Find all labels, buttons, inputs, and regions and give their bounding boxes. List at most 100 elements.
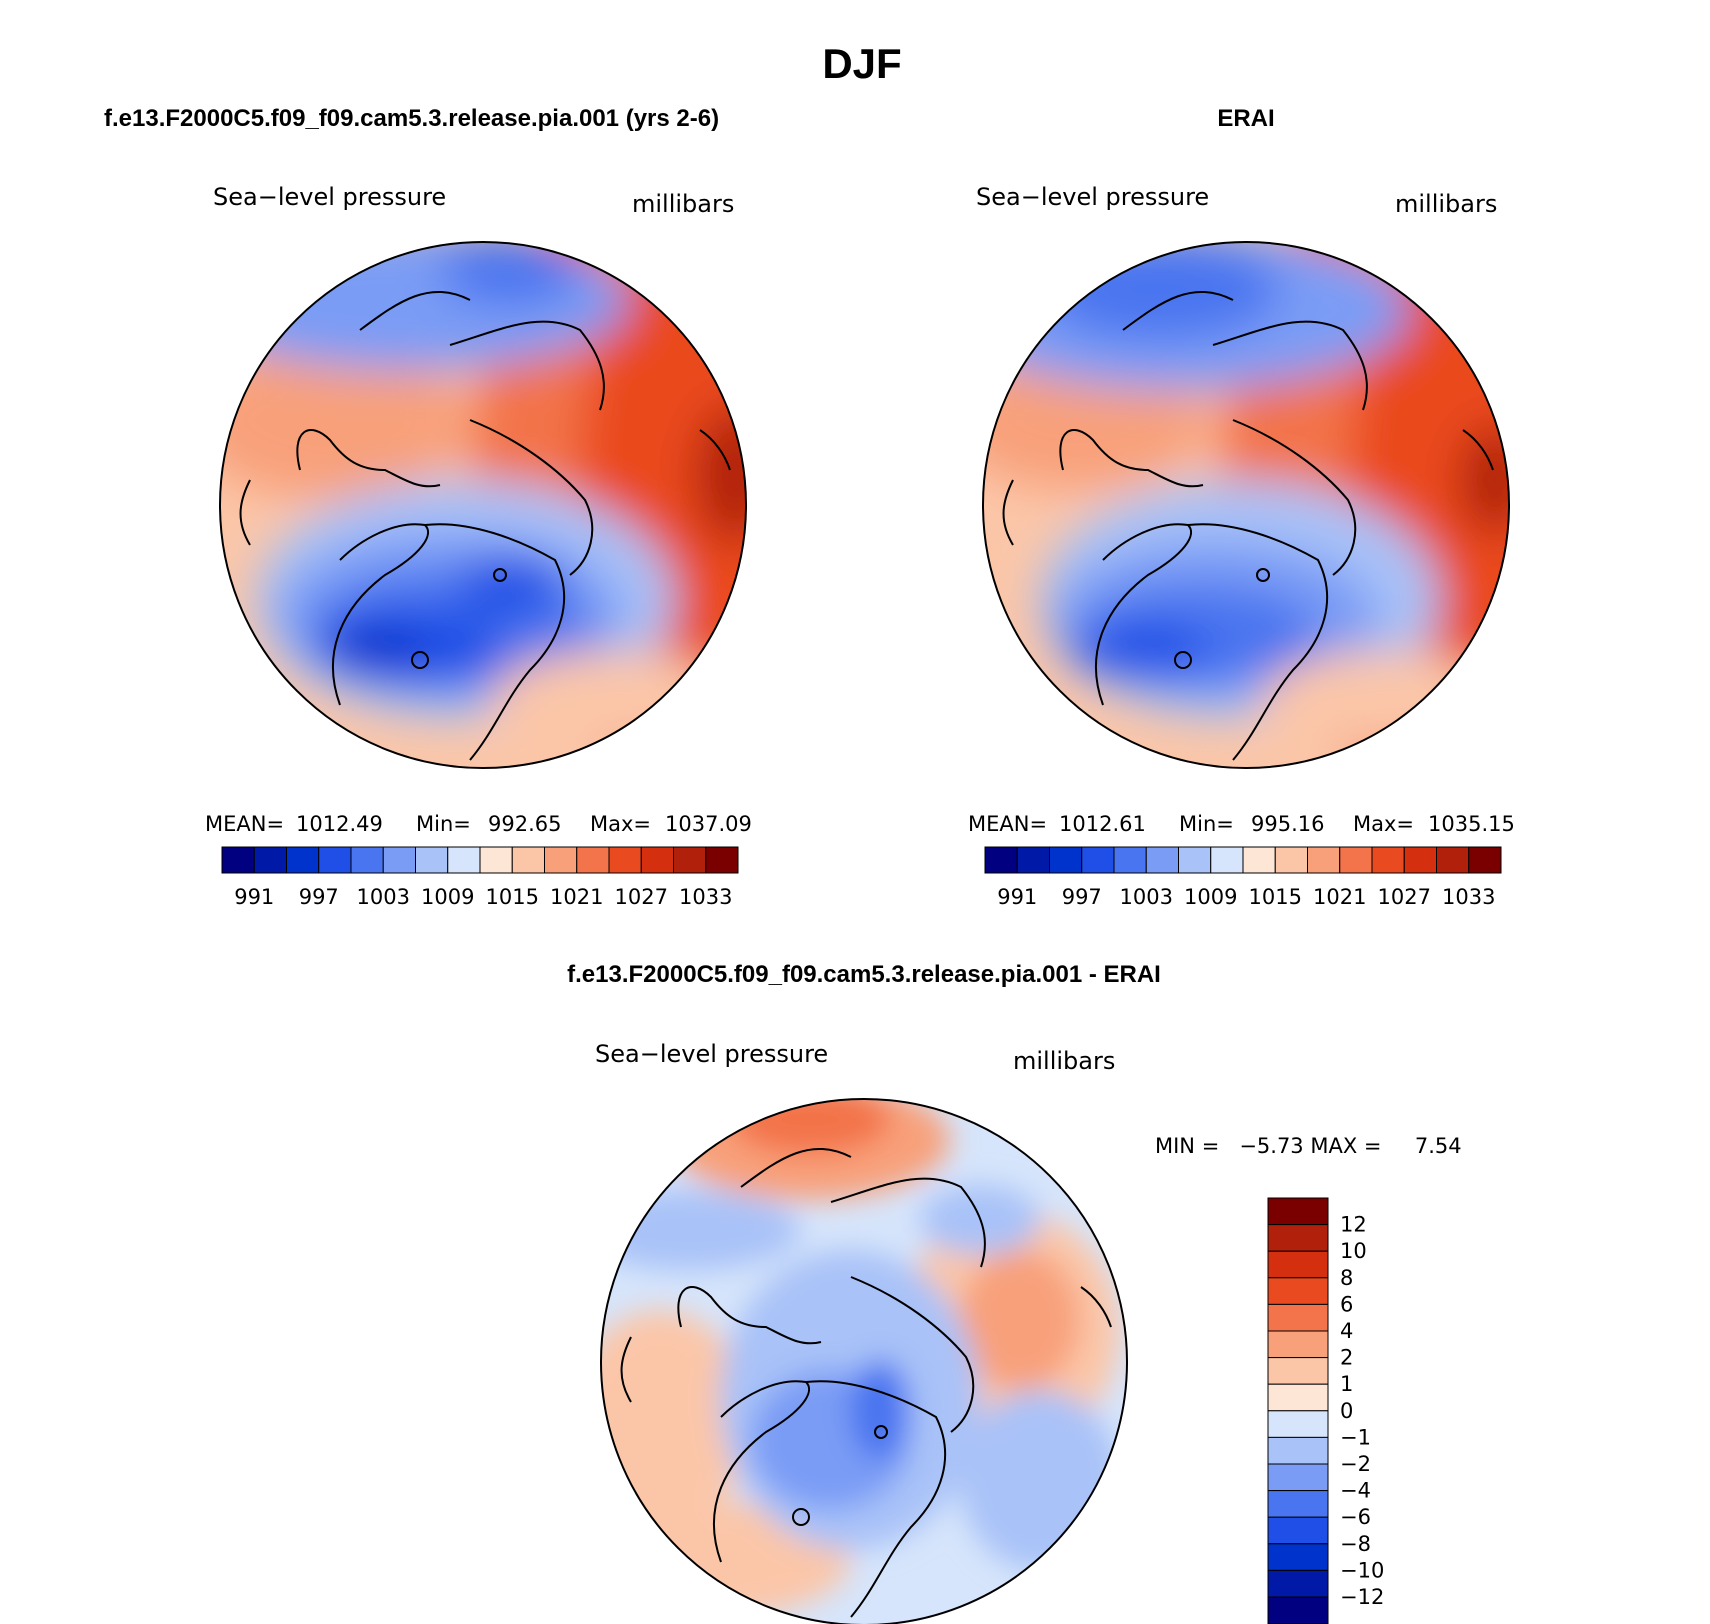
- panel-units-label: millibars: [1395, 190, 1497, 218]
- map-field: [983, 242, 1509, 768]
- panel-heading: f.e13.F2000C5.f09_f09.cam5.3.release.pia…: [567, 961, 1161, 988]
- colorbar-tick-label: 1021: [550, 885, 603, 909]
- colorbar: [984, 846, 1502, 874]
- colorbar-tick-label: 1003: [357, 885, 410, 909]
- colorbar-tick-label: 1: [1340, 1372, 1353, 1396]
- colorbar-box: [673, 846, 707, 874]
- colorbar-tick-label: 1015: [1249, 885, 1302, 909]
- colorbar-box: [1267, 1197, 1329, 1226]
- colorbar-box: [415, 846, 449, 874]
- svg-text:1037.09: 1037.09: [665, 812, 752, 836]
- map-border: [600, 1098, 1128, 1624]
- panel-units-label: millibars: [1013, 1047, 1115, 1075]
- panel-left-label: Sea−level pressure: [976, 183, 1209, 211]
- colorbar-tick-label: −8: [1340, 1532, 1371, 1556]
- colorbar-tick-label: 8: [1340, 1266, 1353, 1290]
- svg-text:Min=: Min=: [1179, 812, 1234, 836]
- colorbar-tick-label: 1003: [1120, 885, 1173, 909]
- colorbar-box: [705, 846, 739, 874]
- svg-text:1035.15: 1035.15: [1428, 812, 1515, 836]
- svg-text:Max=: Max=: [1353, 812, 1414, 836]
- main-title: DJF: [822, 40, 901, 87]
- colorbar-box: [479, 846, 513, 874]
- colorbar-box: [1307, 846, 1341, 874]
- panel-heading: f.e13.F2000C5.f09_f09.cam5.3.release.pia…: [104, 105, 719, 132]
- colorbar-box: [447, 846, 481, 874]
- colorbar-box: [1339, 846, 1373, 874]
- svg-text:1012.61: 1012.61: [1059, 812, 1146, 836]
- colorbar-tick-label: −10: [1340, 1558, 1384, 1582]
- colorbar-box: [576, 846, 610, 874]
- colorbar-tick-label: 997: [299, 885, 339, 909]
- colorbar-box: [1267, 1277, 1329, 1305]
- colorbar-box: [350, 846, 384, 874]
- colorbar-tick-label: 1027: [1378, 885, 1431, 909]
- colorbar-tick-label: 1009: [421, 885, 474, 909]
- colorbar-tick-label: 0: [1340, 1399, 1353, 1423]
- colorbar-box: [1267, 1250, 1329, 1279]
- svg-text:MEAN=: MEAN=: [968, 812, 1047, 836]
- colorbar-box: [984, 846, 1018, 874]
- colorbar-tick-label: −6: [1340, 1505, 1371, 1529]
- colorbar-box: [1274, 846, 1308, 874]
- colorbar-box: [1210, 846, 1244, 874]
- colorbar-box: [1267, 1357, 1329, 1385]
- colorbar-box: [1267, 1330, 1329, 1359]
- colorbar-box: [1403, 846, 1437, 874]
- colorbar-tick-label: 1027: [615, 885, 668, 909]
- colorbar-tick-label: 10: [1340, 1239, 1367, 1263]
- colorbar-labels: 991 997 1003 1009 1015 1021 1027 1033: [997, 885, 1495, 909]
- colorbar-box: [1242, 846, 1276, 874]
- colorbar-box: [1468, 846, 1502, 874]
- colorbar-tick-label: 991: [997, 885, 1037, 909]
- colorbar-box: [1267, 1516, 1329, 1545]
- colorbar-tick-label: 2: [1340, 1346, 1353, 1370]
- colorbar-box: [221, 846, 255, 874]
- panel-difference: f.e13.F2000C5.f09_f09.cam5.3.release.pia…: [567, 961, 1462, 1624]
- colorbar: [221, 846, 739, 874]
- svg-text:1012.49: 1012.49: [296, 812, 383, 836]
- colorbar-box: [1267, 1543, 1329, 1571]
- coastlines: [1002, 291, 1494, 761]
- colorbar-box: [318, 846, 352, 874]
- colorbar-box: [1113, 846, 1147, 874]
- panel-obs: ERAI Sea−level pressure millibars: [968, 105, 1515, 909]
- colorbar-tick-label: −2: [1340, 1452, 1371, 1476]
- colorbar-box: [1267, 1463, 1329, 1492]
- colorbar-box: [1436, 846, 1470, 874]
- svg-text:995.16: 995.16: [1251, 812, 1324, 836]
- colorbar-box: [1267, 1490, 1329, 1518]
- panel-heading: ERAI: [1217, 105, 1274, 132]
- map-border: [219, 241, 747, 769]
- panel-units-label: millibars: [632, 190, 734, 218]
- panel-left-label: Sea−level pressure: [213, 183, 446, 211]
- colorbar-tick-label: −4: [1340, 1479, 1371, 1503]
- svg-text:Max=: Max=: [590, 812, 651, 836]
- stats-line: MEAN= 1012.49 Min= 992.65 Max= 1037.09: [205, 812, 752, 836]
- stats-line: MEAN= 1012.61 Min= 995.16 Max= 1035.15: [968, 812, 1515, 836]
- colorbar-tick-label: 997: [1062, 885, 1102, 909]
- coastlines: [620, 1148, 1112, 1618]
- colorbar-box: [1145, 846, 1179, 874]
- colorbar-box: [640, 846, 674, 874]
- svg-text:992.65: 992.65: [488, 812, 561, 836]
- colorbar-box: [1267, 1224, 1329, 1252]
- colorbar-box: [253, 846, 287, 874]
- svg-text:MEAN=: MEAN=: [205, 812, 284, 836]
- colorbar-box: [1267, 1436, 1329, 1465]
- colorbar-vertical: [1267, 1197, 1329, 1624]
- map-border: [982, 241, 1510, 769]
- colorbar-box: [1267, 1569, 1329, 1598]
- panel-model: f.e13.F2000C5.f09_f09.cam5.3.release.pia…: [104, 105, 752, 909]
- colorbar-box: [544, 846, 578, 874]
- colorbar-tick-label: 1021: [1313, 885, 1366, 909]
- colorbar-box: [1267, 1596, 1329, 1624]
- colorbar-box: [1267, 1383, 1329, 1412]
- colorbar-tick-label: −1: [1340, 1425, 1371, 1449]
- colorbar-tick-label: 12: [1340, 1213, 1367, 1237]
- coastlines: [239, 291, 731, 761]
- map-field: [601, 1099, 1127, 1624]
- colorbar-box: [1371, 846, 1405, 874]
- colorbar-box: [511, 846, 545, 874]
